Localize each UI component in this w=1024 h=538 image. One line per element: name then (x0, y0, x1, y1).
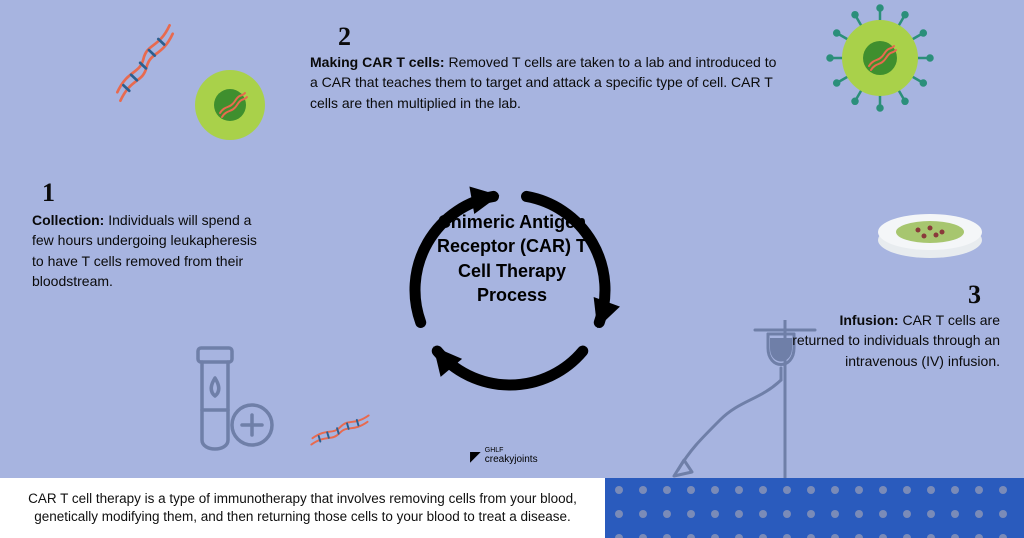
footer-text: CAR T cell therapy is a type of immunoth… (20, 490, 585, 526)
step-number-1: 1 (42, 178, 55, 208)
step-body-2: Making CAR T cells: Removed T cells are … (310, 52, 780, 113)
step-heading-1: Collection: (32, 212, 104, 228)
step-heading-3: Infusion: (839, 312, 898, 328)
footer-pattern (605, 478, 1024, 538)
infographic-canvas: Chimeric Antigen Receptor (CAR) T Cell T… (0, 0, 1024, 538)
footer: CAR T cell therapy is a type of immunoth… (0, 478, 1024, 538)
step-number-3: 3 (968, 280, 981, 310)
logo-label: creakyjoints (485, 454, 538, 465)
blood-tube-icon (180, 340, 290, 470)
footer-description: CAR T cell therapy is a type of immunoth… (0, 478, 605, 538)
step-body-1: Collection: Individuals will spend a few… (32, 210, 262, 291)
step-number-2: 2 (338, 22, 351, 52)
step-heading-2: Making CAR T cells: (310, 54, 445, 70)
logo-icon: ◤ (470, 448, 481, 465)
step-body-3: Infusion: CAR T cells are returned to in… (790, 310, 1000, 371)
petri-dish-icon (870, 200, 990, 270)
brand-logo: ◤ GHLF creakyjoints (470, 447, 538, 465)
cell-icon (190, 65, 270, 145)
car-t-cell-icon (825, 3, 935, 113)
center-title: Chimeric Antigen Receptor (CAR) T Cell T… (422, 210, 602, 307)
logo-sub: GHLF (485, 447, 538, 454)
